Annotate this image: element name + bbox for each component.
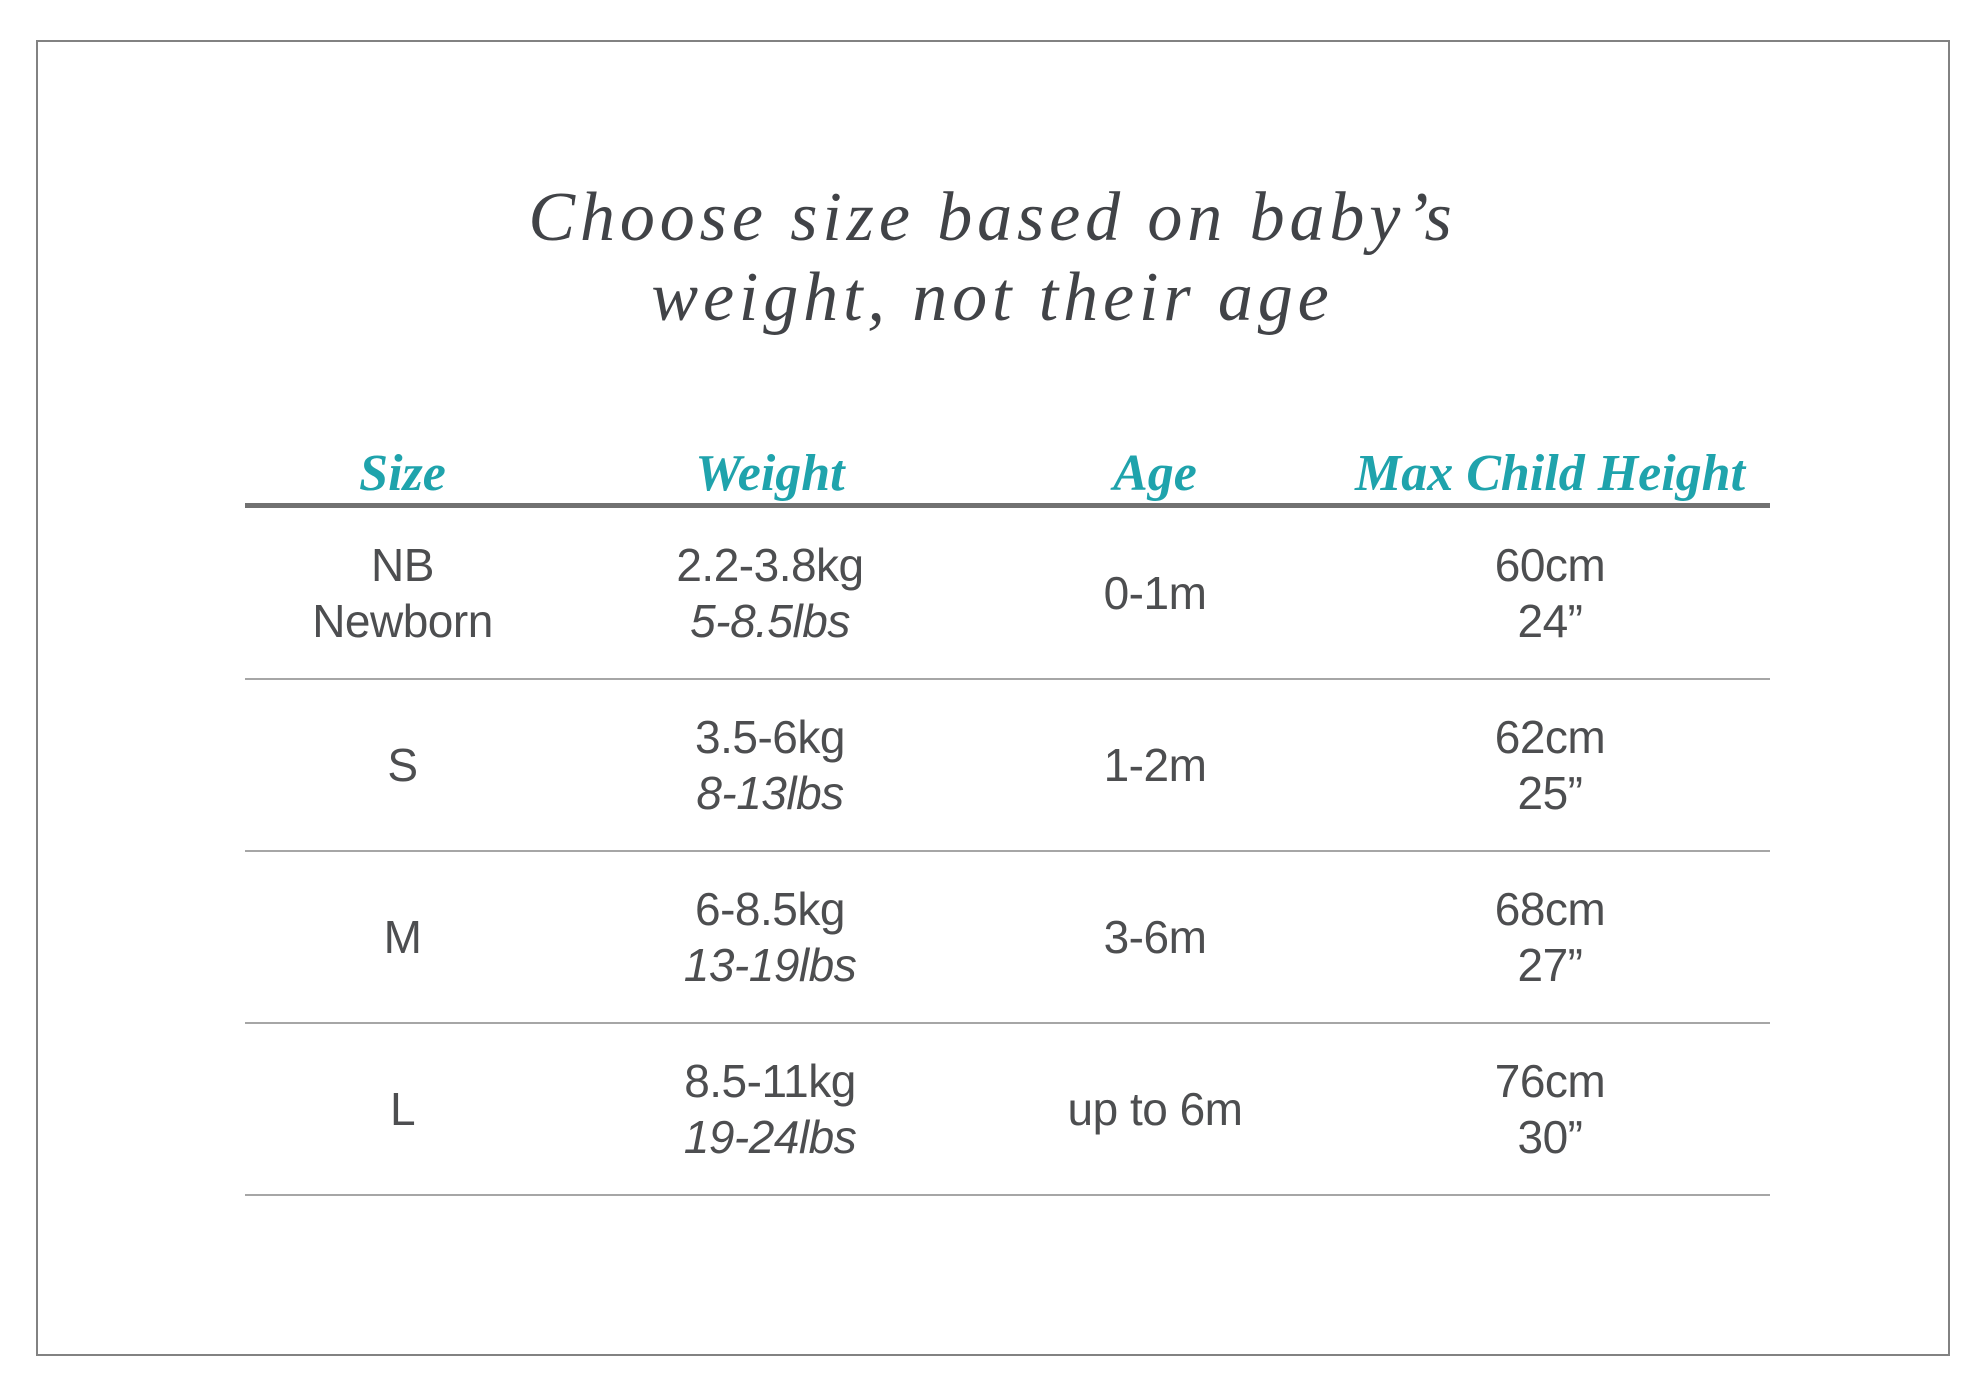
age-cell: 1-2m [980, 680, 1330, 850]
age-value: up to 6m [1067, 1083, 1244, 1135]
weight-cell: 8.5-11kg 19-24lbs [560, 1024, 980, 1194]
height-cm-value: 62cm [1494, 711, 1606, 763]
weight-lbs-value: 19-24lbs [683, 1111, 857, 1163]
size-chart-table: Size Weight Age Max Child Height NB Newb… [245, 415, 1770, 1196]
size-cell: M [245, 852, 560, 1022]
age-value: 1-2m [1103, 739, 1207, 791]
height-in-value: 30” [1517, 1111, 1583, 1163]
height-in-value: 25” [1517, 767, 1583, 819]
page-border-frame [36, 40, 1950, 1356]
age-cell: 0-1m [980, 508, 1330, 678]
header-cell-age: Age [1113, 445, 1197, 502]
height-in-value: 27” [1517, 939, 1583, 991]
age-cell: 3-6m [980, 852, 1330, 1022]
header-cell-max-child-height: Max Child Height [1354, 445, 1746, 502]
size-value-line2: Newborn [312, 595, 493, 647]
size-cell: L [245, 1024, 560, 1194]
height-cm-value: 68cm [1494, 883, 1606, 935]
height-cm-value: 76cm [1494, 1055, 1606, 1107]
weight-lbs-value: 5-8.5lbs [690, 595, 850, 647]
height-cm-value: 60cm [1494, 539, 1606, 591]
size-value: M [383, 911, 422, 963]
height-in-value: 24” [1517, 595, 1583, 647]
table-header-row: Size Weight Age Max Child Height [245, 415, 1770, 508]
size-cell: NB Newborn [245, 508, 560, 678]
height-cell: 68cm 27” [1330, 852, 1770, 1022]
weight-kg-value: 6-8.5kg [695, 883, 845, 935]
size-value: L [389, 1083, 416, 1135]
table-row-newborn: NB Newborn 2.2-3.8kg 5-8.5lbs 0-1m 60cm … [245, 508, 1770, 680]
page-title-line-2: weight, not their age [651, 259, 1334, 336]
height-cell: 62cm 25” [1330, 680, 1770, 850]
age-cell: up to 6m [980, 1024, 1330, 1194]
weight-kg-value: 2.2-3.8kg [676, 539, 864, 591]
header-cell-weight: Weight [695, 445, 845, 502]
weight-kg-value: 3.5-6kg [695, 711, 845, 763]
table-row-medium: M 6-8.5kg 13-19lbs 3-6m 68cm 27” [245, 852, 1770, 1024]
size-cell: S [245, 680, 560, 850]
page-title: Choose size based on baby’s weight, not … [0, 178, 1985, 338]
height-cell: 76cm 30” [1330, 1024, 1770, 1194]
size-value: S [387, 739, 418, 791]
table-row-large: L 8.5-11kg 19-24lbs up to 6m 76cm 30” [245, 1024, 1770, 1196]
age-value: 0-1m [1103, 567, 1207, 619]
header-cell-size: Size [359, 445, 446, 502]
page-title-line-1: Choose size based on baby’s [528, 179, 1457, 256]
table-row-small: S 3.5-6kg 8-13lbs 1-2m 62cm 25” [245, 680, 1770, 852]
weight-kg-value: 8.5-11kg [684, 1055, 856, 1107]
weight-cell: 2.2-3.8kg 5-8.5lbs [560, 508, 980, 678]
height-cell: 60cm 24” [1330, 508, 1770, 678]
weight-cell: 6-8.5kg 13-19lbs [560, 852, 980, 1022]
size-value: NB [371, 539, 434, 591]
weight-lbs-value: 13-19lbs [683, 939, 857, 991]
age-value: 3-6m [1103, 911, 1207, 963]
weight-cell: 3.5-6kg 8-13lbs [560, 680, 980, 850]
weight-lbs-value: 8-13lbs [696, 767, 844, 819]
